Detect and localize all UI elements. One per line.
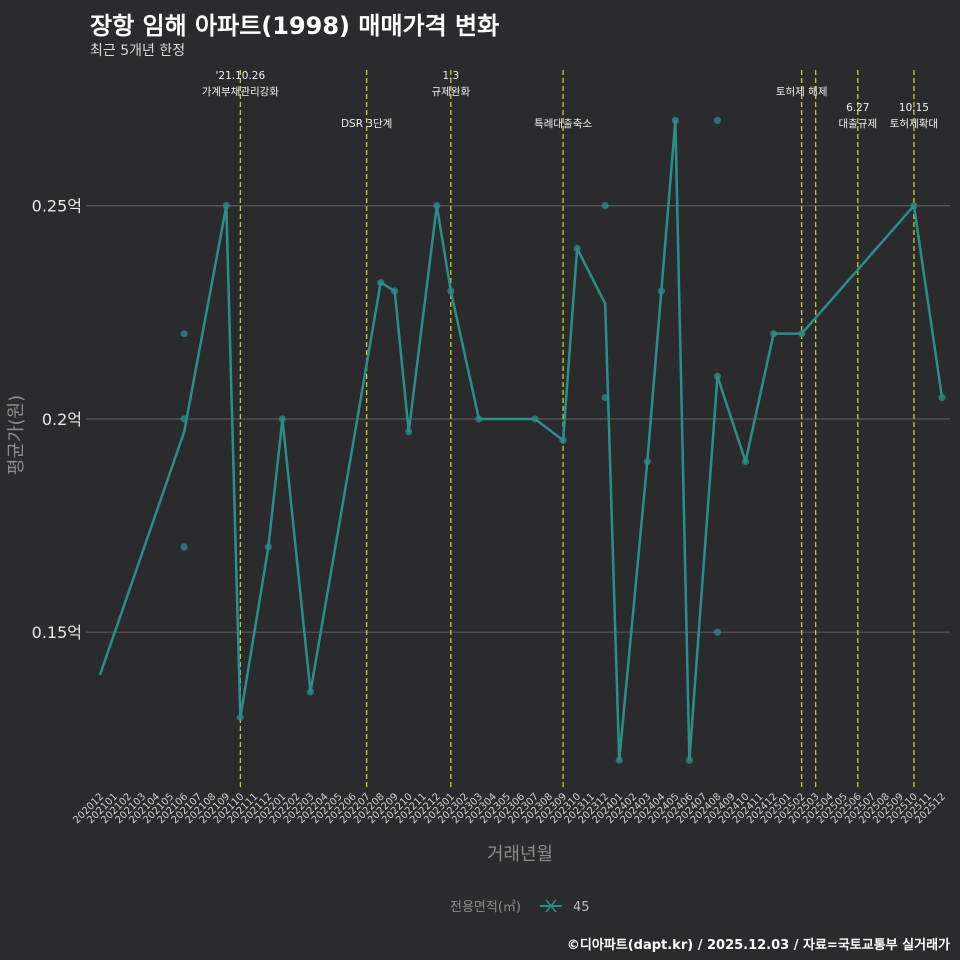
event-label-4-0: 토허제 해제 [776,85,828,98]
data-point-11 [433,202,441,210]
data-point-21 [657,287,665,295]
legend-title: 전용면적(㎡) [450,900,521,915]
event-label-2-0: 1.3 [442,70,459,82]
data-point-3 [222,202,230,210]
data-point-18 [601,394,609,402]
x-axis-ticks: 2020122021012021022021032021042021052021… [71,791,948,826]
y-tick-label-0: 0.15억 [32,623,82,642]
data-point-9 [391,287,399,295]
event-label-0-1: 가계부채관리강화 [202,86,280,98]
data-point-14 [531,415,539,423]
data-point-26 [713,628,722,636]
chart-subtitle: 최근 5개년 한정 [90,43,186,59]
data-point-8 [377,278,385,287]
data-point-5 [264,543,272,551]
data-point-4 [236,713,244,722]
event-label-6-1: 대출규제 [838,118,877,130]
y-tick-label-1: 0.2억 [42,410,82,429]
data-point-12 [447,287,455,295]
y-axis-ticks: 0.15억 0.2억 0.25억 [32,197,82,642]
data-point-2 [180,543,188,551]
series-line-45 [98,119,944,762]
y-axis-title: 평균가(원) [6,395,27,475]
y-tick-label-2: 0.25억 [32,197,82,216]
event-label-7-1: 토허제확대 [890,117,938,130]
data-point-29 [798,330,806,338]
data-point-19 [615,756,623,764]
chart-title: 장항 임해 아파트(1998) 매매가격 변화 [90,12,500,40]
event-label-7-0: 10.15 [899,102,929,114]
data-point-15 [559,436,567,444]
data-point-13 [475,415,483,423]
data-point-28 [770,330,778,338]
data-point-7 [306,688,315,696]
event-label-1-0: DSR 3단계 [341,118,392,130]
source-caption: ©디아파트(dapt.kr) / 2025.12.03 / 자료=국토교통부 실… [566,938,950,953]
data-point-31 [938,394,946,402]
data-point-1 [180,415,188,423]
data-point-22 [671,116,679,125]
data-point-20 [643,458,651,466]
event-label-6-0: 6.27 [846,102,869,114]
legend-cross-key-b [545,899,557,913]
event-label-0-0: '21.10.26 [216,70,266,82]
data-point-30 [910,202,918,210]
data-point-0 [180,330,188,338]
legend: 전용면적(㎡) 45 [450,899,590,915]
data-point-17 [601,202,609,210]
legend-entry-45: 45 [573,900,590,915]
data-point-10 [405,428,413,436]
data-point-27 [741,458,750,466]
event-label-3-0: 특례대출축소 [534,118,592,130]
data-point-23 [685,756,694,764]
event-label-2-1: 규제완화 [432,85,471,98]
data-point-16 [573,244,581,252]
data-point-25 [713,372,722,380]
x-axis-title: 거래년월 [487,844,553,865]
data-point-24 [713,116,722,125]
series-45 [98,116,946,764]
data-point-6 [278,415,287,423]
